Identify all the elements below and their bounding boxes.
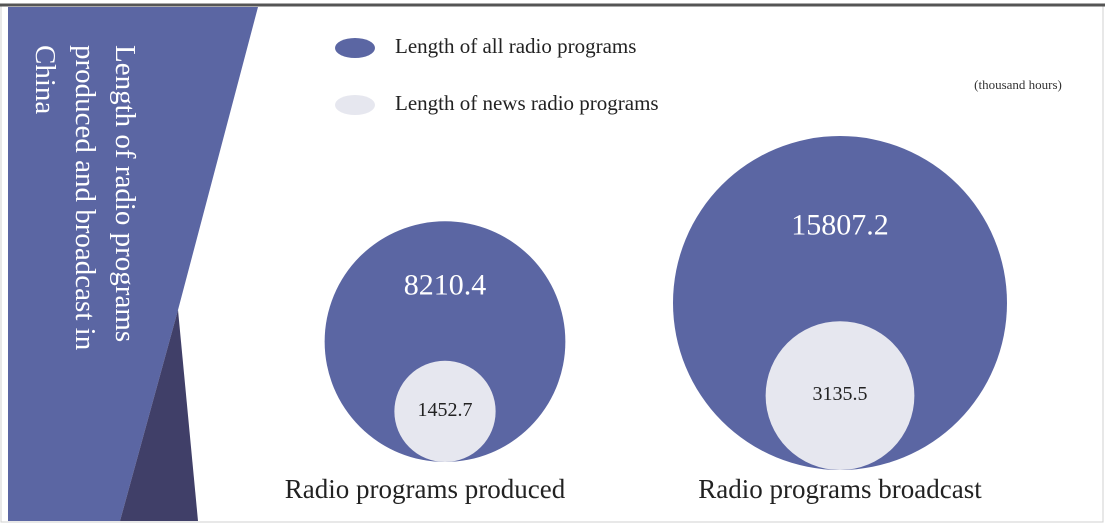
outer-value-label: 8210.4 [404, 268, 487, 301]
outer-bubble [324, 221, 566, 462]
legend-label: Length of news radio programs [395, 91, 659, 115]
inner-bubble [765, 321, 915, 470]
category-label: Radio programs broadcast [698, 474, 982, 504]
outer-value-label: 15807.2 [791, 209, 889, 242]
inner-value-label: 3135.5 [813, 383, 868, 405]
outer-bubble [673, 136, 1007, 470]
unit-label: (thousand hours) [974, 77, 1062, 92]
legend-swatch [335, 95, 375, 115]
legend-swatch [335, 38, 375, 58]
chart-title: Length of radio programs produced and br… [29, 45, 141, 351]
category-label: Radio programs produced [285, 474, 566, 504]
inner-value-label: 1452.7 [418, 399, 473, 421]
title-panel-shade [120, 310, 198, 521]
legend-label: Length of all radio programs [395, 34, 636, 58]
title-panel [8, 7, 258, 521]
inner-bubble [394, 360, 496, 462]
